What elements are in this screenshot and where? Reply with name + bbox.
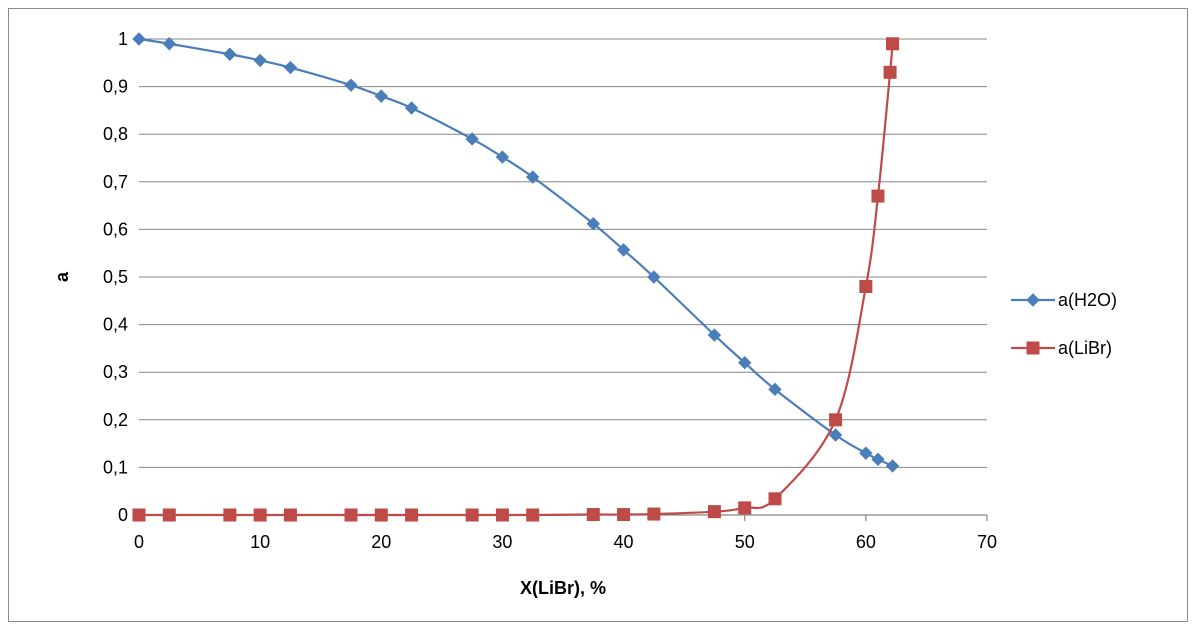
data-point (465, 508, 479, 522)
data-point (885, 459, 900, 473)
data-point (526, 170, 540, 184)
data-point (886, 37, 900, 51)
data-point (344, 508, 358, 522)
legend-item: a(H2O) (1011, 290, 1117, 310)
y-axis-title: a (52, 271, 72, 282)
data-point (162, 37, 176, 51)
data-point (647, 270, 661, 284)
data-point (768, 382, 782, 397)
data-point (871, 452, 885, 467)
data-point (707, 505, 721, 519)
series-1 (132, 37, 900, 522)
data-point (768, 492, 782, 506)
series-line (139, 43, 894, 517)
data-point (829, 413, 843, 427)
data-point (738, 501, 752, 515)
series-line (138, 37, 893, 467)
data-point (253, 53, 267, 68)
data-point (132, 508, 146, 522)
data-point (647, 507, 661, 521)
x-tick-label: 20 (371, 532, 391, 552)
data-point (495, 508, 509, 522)
data-point (374, 89, 388, 103)
data-point (495, 150, 510, 164)
data-point (223, 508, 237, 522)
x-tick-label: 30 (492, 532, 512, 552)
data-point (828, 428, 843, 442)
data-point (883, 65, 897, 79)
y-tick-label: 0,5 (103, 267, 128, 287)
data-point (283, 60, 298, 75)
legend-marker (1026, 341, 1040, 355)
data-point (253, 508, 267, 522)
y-tick-label: 0,2 (103, 410, 128, 430)
data-point (859, 446, 873, 460)
x-tick-label: 60 (856, 532, 876, 552)
x-tick-label: 0 (134, 532, 144, 552)
x-tick-label: 50 (735, 532, 755, 552)
data-point (586, 216, 600, 231)
grid-layer (139, 38, 987, 468)
legend-marker (1026, 293, 1040, 307)
data-point (465, 132, 479, 146)
data-point (132, 32, 146, 46)
data-point (616, 243, 631, 257)
legend-item: a(LiBr) (1011, 338, 1112, 358)
x-axis-title: X(LiBr), % (520, 578, 606, 598)
y-tick-label: 0 (118, 505, 128, 525)
y-tick-label: 1 (118, 29, 128, 49)
y-tick-label: 0,8 (103, 124, 128, 144)
data-point (283, 508, 297, 522)
data-point (707, 328, 722, 342)
series-layer (132, 32, 900, 522)
x-tick-label: 70 (977, 532, 997, 552)
data-point (404, 101, 419, 115)
legend-label: a(LiBr) (1058, 338, 1112, 358)
data-point (871, 189, 885, 203)
legend: a(H2O) a(LiBr) (1011, 290, 1117, 358)
data-point (738, 355, 752, 370)
x-tick-label: 40 (614, 532, 634, 552)
tick-layer: 00,10,20,30,40,50,60,70,80,910 10 20 30 40 50… (103, 29, 997, 552)
data-point (344, 78, 358, 92)
legend-label: a(H2O) (1058, 290, 1117, 310)
data-point (617, 508, 631, 522)
y-tick-label: 0,1 (103, 457, 128, 477)
data-point (405, 508, 419, 522)
data-point (223, 47, 237, 61)
y-tick-label: 0,7 (103, 172, 128, 192)
y-tick-label: 0,3 (103, 362, 128, 382)
data-point (859, 280, 873, 294)
data-point (374, 508, 388, 522)
y-tick-label: 0,4 (103, 315, 128, 335)
y-tick-label: 0,6 (103, 219, 128, 239)
series-0 (132, 32, 900, 473)
data-point (526, 508, 540, 522)
data-point (586, 508, 600, 522)
y-tick-label: 0,9 (103, 77, 128, 97)
x-tick-label: 10 (250, 532, 270, 552)
data-point (162, 508, 176, 522)
